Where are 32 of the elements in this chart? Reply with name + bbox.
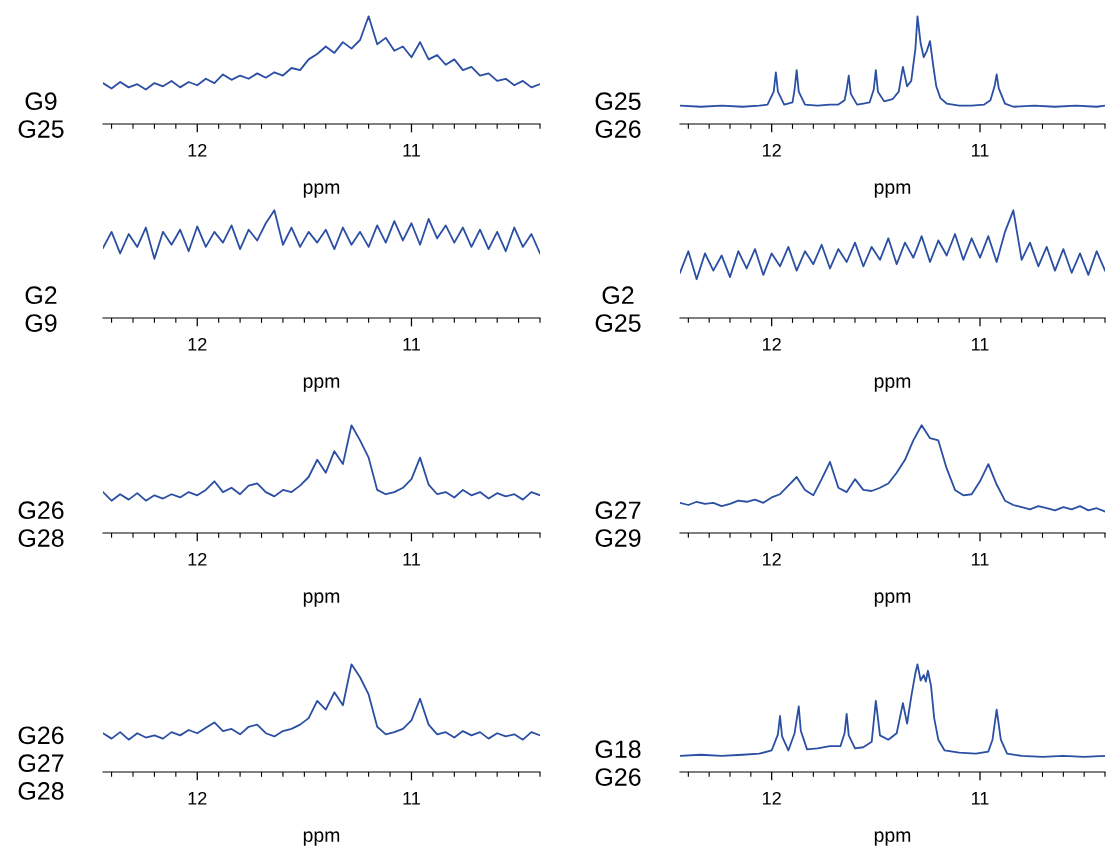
- x-tick-label: 12: [763, 791, 781, 805]
- x-axis-title: ppm: [874, 831, 911, 846]
- x-tick-label: 12: [763, 143, 781, 157]
- x-axis-title: ppm: [303, 183, 340, 198]
- x-axis-title: ppm: [303, 831, 340, 846]
- x-tick-label: 11: [403, 553, 420, 566]
- x-axis-title: ppm: [874, 377, 911, 392]
- y-axis-title: G26 G27 G28: [18, 726, 64, 800]
- x-tick-label: 11: [972, 338, 989, 351]
- x-tick-label: 12: [188, 791, 207, 805]
- x-tick-label: 11: [403, 144, 420, 157]
- y-axis-title: G9 G25: [18, 92, 64, 138]
- x-axis-title: ppm: [874, 183, 911, 198]
- y-axis-title: G25 G26: [595, 92, 641, 138]
- x-axis-title: ppm: [303, 377, 340, 392]
- y-axis-title: G2 G25: [595, 286, 641, 332]
- y-axis-title: G2 G9: [25, 286, 57, 332]
- x-tick-label: 11: [972, 553, 989, 566]
- x-tick-label: 12: [188, 143, 207, 157]
- x-tick-label: 12: [763, 552, 781, 566]
- x-tick-label: 12: [188, 552, 207, 566]
- y-axis-title: G26 G28: [18, 501, 64, 547]
- x-axis-title: ppm: [874, 592, 911, 607]
- x-tick-label: 11: [403, 792, 420, 805]
- y-axis-title: G18 G26: [595, 740, 641, 786]
- x-tick-label: 11: [972, 792, 989, 805]
- y-axis-title: G27 G29: [595, 501, 641, 547]
- x-tick-label: 11: [972, 144, 989, 157]
- x-axis-title: ppm: [303, 592, 340, 607]
- x-tick-label: 12: [188, 337, 207, 351]
- x-tick-label: 11: [403, 338, 420, 351]
- x-tick-label: 12: [763, 337, 781, 351]
